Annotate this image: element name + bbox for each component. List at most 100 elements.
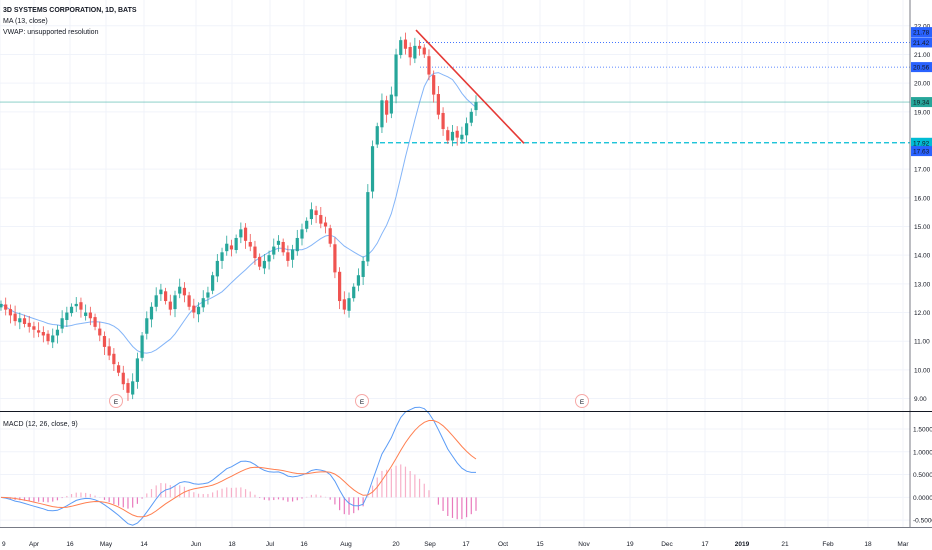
candle-body [314, 210, 318, 216]
candle-body [211, 275, 215, 291]
candle [464, 117, 469, 143]
candle-body [168, 301, 172, 310]
x-tick-label: 2019 [735, 541, 750, 548]
ma-legend[interactable]: MA (13, close) [3, 18, 48, 25]
candle-body [121, 372, 125, 385]
candle [37, 322, 41, 338]
price-axis[interactable]: 9.00 10.00 11.00 12.00 13.00 14.00 15.00 16.00 1… [911, 23, 932, 525]
vwap-legend[interactable]: VWAP: unsupported resolution [3, 29, 99, 36]
earnings-circle [575, 394, 589, 408]
candle-body [455, 130, 459, 138]
earnings-marker: E [109, 394, 123, 408]
candle [121, 365, 125, 390]
candle [126, 378, 130, 401]
candle-body [338, 271, 342, 302]
price-label: 17.63 [911, 146, 932, 157]
candle [239, 222, 243, 244]
y-tick-label: 13.00 [914, 281, 931, 288]
candle [88, 306, 92, 326]
candle [84, 304, 88, 321]
x-tick-label: 15 [536, 541, 544, 548]
candle-body [37, 330, 41, 333]
earnings-marker: E [575, 394, 589, 408]
x-tick-label: Mar [897, 541, 909, 548]
candle-body [356, 275, 361, 286]
candle [107, 338, 111, 361]
price-label-box [911, 146, 932, 157]
candle [319, 207, 323, 229]
candle [131, 373, 135, 400]
candle-body [333, 244, 337, 273]
candle [338, 267, 342, 310]
candle-body [446, 130, 450, 141]
candle [215, 254, 219, 283]
grid-lines [0, 0, 910, 527]
candle-body [13, 313, 17, 322]
candle-body [69, 306, 74, 314]
earnings-circle [355, 394, 369, 408]
time-axis[interactable]: 9 Apr 16 May 14 Jun 18 Jul 16 Aug 20 Sep 17 Oct 15 Nov 1… [2, 541, 909, 548]
candle [51, 328, 55, 349]
earnings-label: E [114, 399, 119, 406]
macd-line [0, 406, 476, 526]
macd-tick-label: -0.5000 [913, 518, 932, 525]
x-tick-label: Dec [661, 541, 673, 548]
candle [361, 256, 365, 285]
candle-body [126, 383, 130, 393]
candle [168, 294, 172, 316]
candle [211, 271, 215, 295]
candle [366, 184, 370, 267]
candle-body [234, 237, 238, 251]
candle [225, 235, 229, 256]
candle [41, 326, 45, 343]
candle [243, 223, 248, 249]
candle [192, 298, 196, 319]
macd-tick-label: 0.0000 [913, 495, 932, 502]
candle [267, 250, 271, 270]
candle-body [93, 317, 97, 327]
candle-body [361, 260, 365, 277]
candle [229, 239, 234, 257]
candle [276, 235, 281, 252]
candle-body [8, 309, 13, 316]
x-tick-label: Sep [424, 541, 436, 548]
candle [74, 297, 78, 312]
candle-body [164, 291, 168, 302]
candle [220, 247, 224, 269]
candle [196, 302, 201, 323]
candle-body [140, 335, 144, 358]
candle-body [60, 318, 64, 329]
candle-body [258, 256, 262, 267]
candle-body [32, 326, 36, 330]
candle-body [107, 346, 111, 356]
candle-body [385, 100, 389, 115]
candle-body [220, 252, 224, 261]
candle [300, 223, 304, 246]
candle [18, 312, 22, 330]
candle [164, 287, 168, 305]
candlestick-series[interactable] [0, 32, 478, 401]
macd-legend[interactable]: MACD (12, 26, close, 9) [3, 421, 78, 428]
candle-body [413, 45, 417, 59]
candle [469, 108, 473, 127]
trendline-drawing[interactable] [415, 29, 525, 144]
x-tick-label: Nov [578, 541, 590, 548]
pane-frame [0, 0, 932, 528]
candle-body [131, 381, 135, 395]
candle-body [460, 134, 464, 140]
candle-body [328, 228, 332, 244]
y-tick-label: 16.00 [914, 195, 931, 202]
symbol-title[interactable]: 3D SYSTEMS CORPORATION, 1D, BATS [3, 7, 137, 14]
candle [309, 202, 313, 225]
candle [436, 86, 440, 120]
ma-line [0, 72, 477, 354]
candle [234, 234, 238, 254]
price-label-text: 19.34 [913, 100, 930, 107]
y-tick-label: 15.00 [914, 224, 931, 231]
candle [328, 224, 332, 248]
candle-body [295, 237, 299, 252]
candle [173, 290, 177, 318]
candle-body [116, 365, 121, 373]
